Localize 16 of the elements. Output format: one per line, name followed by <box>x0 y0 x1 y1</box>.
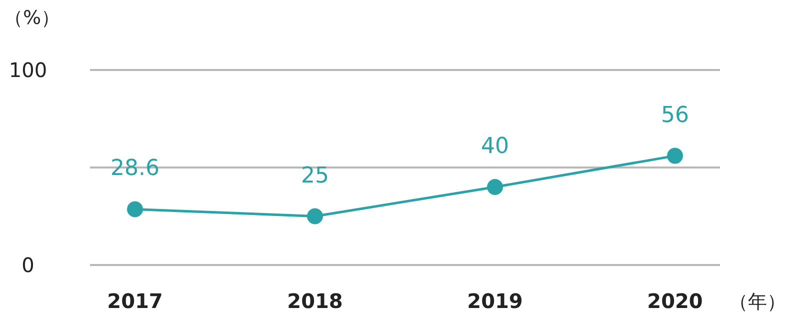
y-axis-title: （%） <box>4 7 60 29</box>
point <box>307 208 323 224</box>
point <box>127 201 143 218</box>
point <box>487 179 503 195</box>
y-tick-label: 0 <box>22 253 34 277</box>
x-tick-label: 2017 <box>107 289 163 313</box>
data-label: 40 <box>481 134 509 159</box>
x-tick-label: 2019 <box>467 289 523 313</box>
point <box>667 148 683 164</box>
y-tick-label: 100 <box>8 58 48 82</box>
x-tick-label: 2020 <box>647 289 703 313</box>
x-tick-label: 2018 <box>287 289 343 313</box>
data-label: 56 <box>661 102 689 128</box>
data-label: 25 <box>301 163 329 188</box>
x-axis-title: （年） <box>729 291 786 313</box>
data-label: 28.6 <box>110 156 160 182</box>
